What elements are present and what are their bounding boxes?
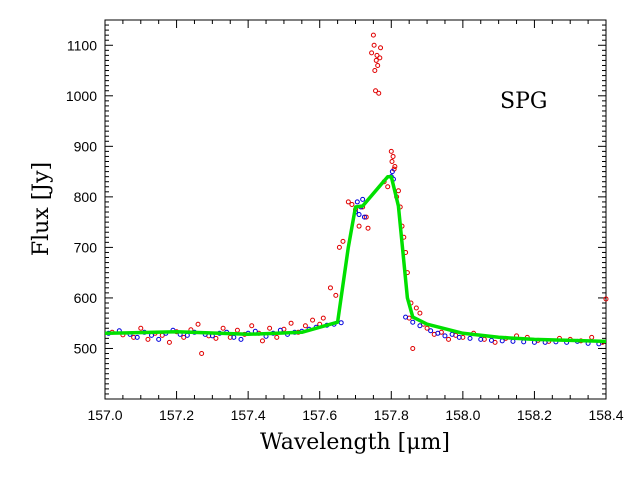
red-data-point — [374, 52, 380, 58]
red-data-point — [327, 285, 333, 291]
red-data-point — [181, 334, 187, 340]
red-data-point — [234, 327, 240, 333]
blue-data-point — [456, 334, 462, 340]
red-data-point — [320, 315, 326, 321]
red-data-point — [492, 339, 498, 345]
red-data-point — [378, 45, 384, 51]
blue-data-point — [510, 338, 516, 344]
blue-data-point — [488, 337, 494, 343]
red-data-point — [370, 32, 376, 38]
blue-data-point — [442, 333, 448, 339]
blue-data-point — [478, 336, 484, 342]
red-data-point — [249, 323, 255, 329]
red-data-point — [413, 305, 419, 311]
red-data-point — [288, 320, 294, 326]
red-data-point — [410, 345, 416, 351]
red-data-point — [589, 334, 595, 340]
red-data-point — [417, 310, 423, 316]
blue-data-point — [134, 334, 140, 340]
x-axis-title: Wavelength [μm] — [260, 430, 450, 455]
red-data-point — [369, 50, 375, 56]
red-data-point — [274, 334, 280, 340]
red-data-point — [220, 325, 226, 331]
blue-data-point — [389, 169, 395, 175]
y-tick-label: 900 — [74, 138, 98, 154]
blue-data-point — [467, 335, 473, 341]
y-tick-label: 800 — [74, 189, 98, 205]
y-tick-label: 700 — [74, 239, 98, 255]
x-tick-label: 158.0 — [445, 407, 480, 423]
x-tick-label: 157.2 — [159, 407, 194, 423]
red-data-point — [395, 188, 401, 194]
red-data-point — [371, 42, 377, 48]
blue-data-point — [354, 199, 360, 205]
red-data-point — [310, 317, 316, 323]
red-data-point — [373, 57, 379, 63]
blue-data-point — [417, 323, 423, 329]
y-tick-label: 600 — [74, 290, 98, 306]
red-data-point — [213, 335, 219, 341]
x-tick-label: 157.0 — [87, 407, 122, 423]
blue-data-point — [356, 212, 362, 218]
red-data-point — [333, 292, 339, 298]
red-data-point — [349, 201, 355, 207]
red-data-point — [392, 164, 398, 170]
red-data-point — [259, 338, 265, 344]
red-data-point — [345, 199, 351, 205]
blue-data-point — [403, 314, 409, 320]
blue-data-point — [428, 328, 434, 334]
y-tick-label: 1100 — [67, 37, 97, 53]
x-tick-label: 158.4 — [588, 407, 623, 423]
red-data-point — [302, 323, 308, 329]
red-data-point — [145, 336, 151, 342]
blue-data-point — [361, 214, 367, 220]
blue-data-point — [238, 336, 244, 342]
red-data-point — [340, 238, 346, 244]
blue-data-point — [499, 338, 505, 344]
blue-data-point — [435, 330, 441, 336]
red-data-point — [377, 55, 383, 61]
red-data-point — [390, 153, 396, 159]
x-tick-label: 158.2 — [517, 407, 552, 423]
red-data-points — [109, 32, 609, 357]
red-data-point — [603, 296, 609, 302]
red-data-point — [372, 68, 378, 74]
blue-data-point — [338, 320, 344, 326]
blue-data-point — [360, 196, 366, 202]
y-tick-label: 1000 — [66, 88, 97, 104]
blue-data-points — [106, 169, 602, 347]
red-data-point — [424, 325, 430, 331]
red-data-point — [336, 244, 342, 250]
red-data-point — [195, 321, 201, 327]
red-data-point — [356, 223, 362, 229]
red-data-point — [389, 158, 395, 164]
blue-data-point — [156, 336, 162, 342]
red-data-point — [267, 325, 273, 331]
red-data-point — [388, 148, 394, 154]
blue-data-point — [410, 319, 416, 325]
x-tick-label: 157.8 — [374, 407, 409, 423]
red-data-point — [138, 325, 144, 331]
red-data-point — [446, 336, 452, 342]
red-data-point — [363, 214, 369, 220]
green-fit-line — [104, 174, 607, 344]
red-data-point — [373, 88, 379, 94]
red-data-point — [375, 62, 381, 68]
x-tick-label: 157.6 — [302, 407, 337, 423]
y-tick-label: 500 — [74, 340, 98, 356]
red-data-point — [199, 351, 205, 357]
spg-annotation: SPG — [500, 89, 547, 114]
red-data-point — [376, 90, 382, 96]
y-axis-title: Flux [Jy] — [29, 162, 54, 256]
axis-tick-labels: 157.0 157.2 157.4 157.6 157.8 158.0 158.2 158.4… — [66, 37, 624, 423]
green-fit-line-group — [104, 174, 607, 344]
axis-ticks — [104, 19, 607, 400]
red-data-point — [365, 225, 371, 231]
red-data-point — [166, 339, 172, 345]
red-data-point — [385, 184, 391, 190]
x-tick-label: 157.4 — [231, 407, 266, 423]
